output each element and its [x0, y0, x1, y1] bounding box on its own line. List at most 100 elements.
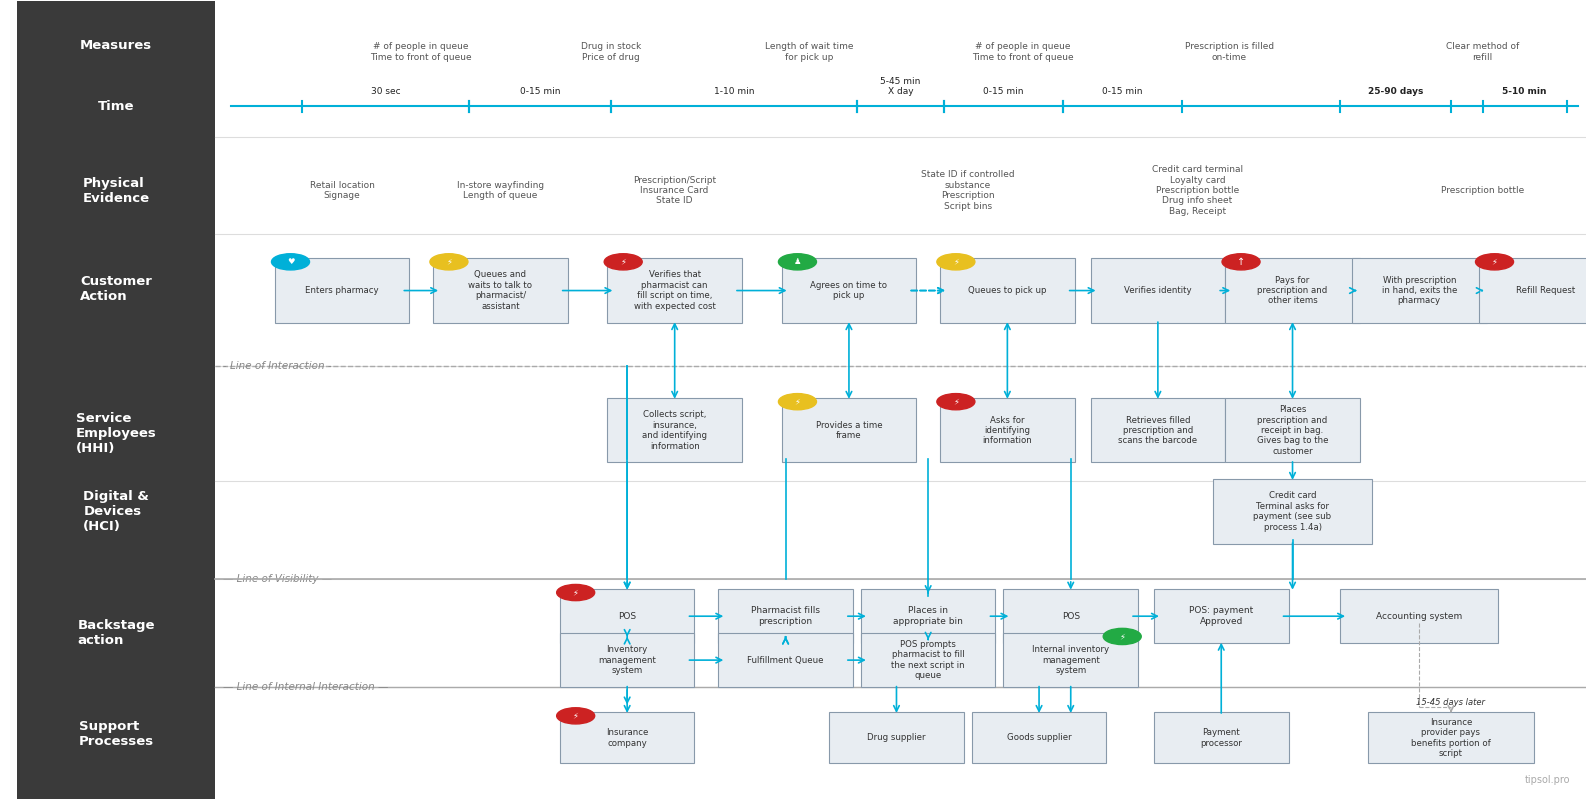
- Text: Credit card
Terminal asks for
payment (see sub
process 1.4a): Credit card Terminal asks for payment (s…: [1254, 491, 1331, 531]
- Text: ⚡: ⚡: [952, 258, 959, 266]
- Text: Credit card terminal
Loyalty card
Prescription bottle
Drug info sheet
Bag, Recei: Credit card terminal Loyalty card Prescr…: [1152, 166, 1243, 216]
- Text: — Line of Internal Interaction —: — Line of Internal Interaction —: [224, 682, 389, 692]
- Text: Places in
appropriate bin: Places in appropriate bin: [893, 606, 963, 626]
- FancyBboxPatch shape: [560, 713, 695, 763]
- Text: Retail location
Signage: Retail location Signage: [309, 181, 375, 200]
- FancyBboxPatch shape: [608, 398, 743, 462]
- Text: Drug in stock
Price of drug: Drug in stock Price of drug: [581, 42, 641, 62]
- Circle shape: [271, 254, 309, 270]
- Circle shape: [557, 708, 595, 724]
- Text: 5-45 min
X day: 5-45 min X day: [881, 77, 920, 96]
- Text: Places
prescription and
receipt in bag.
Gives bag to the
customer: Places prescription and receipt in bag. …: [1257, 405, 1328, 456]
- FancyBboxPatch shape: [782, 398, 916, 462]
- Text: With prescription
in hand, exits the
pharmacy: With prescription in hand, exits the pha…: [1382, 276, 1457, 306]
- Text: Retrieves filled
prescription and
scans the barcode: Retrieves filled prescription and scans …: [1119, 415, 1198, 446]
- Text: POS: POS: [1062, 612, 1079, 621]
- FancyBboxPatch shape: [782, 258, 916, 322]
- Text: POS: payment
Approved: POS: payment Approved: [1189, 606, 1254, 626]
- Text: — Line of Visibility —: — Line of Visibility —: [224, 574, 332, 584]
- FancyBboxPatch shape: [971, 713, 1106, 763]
- Text: ⚡: ⚡: [621, 258, 627, 266]
- Text: In-store wayfinding
Length of queue: In-store wayfinding Length of queue: [457, 181, 544, 200]
- FancyBboxPatch shape: [719, 633, 852, 687]
- FancyBboxPatch shape: [1368, 713, 1535, 763]
- FancyBboxPatch shape: [828, 713, 963, 763]
- Text: Backstage
action: Backstage action: [78, 619, 156, 647]
- Text: ⚡: ⚡: [952, 397, 959, 406]
- Text: Internal inventory
management
system: Internal inventory management system: [1032, 646, 1109, 675]
- Text: ♥: ♥: [287, 258, 294, 266]
- FancyBboxPatch shape: [1214, 479, 1371, 543]
- Text: 0-15 min: 0-15 min: [521, 87, 560, 96]
- Text: Enters pharmacy: Enters pharmacy: [305, 286, 379, 295]
- FancyBboxPatch shape: [940, 258, 1074, 322]
- Text: POS prompts
pharmacist to fill
the next script in
queue: POS prompts pharmacist to fill the next …: [892, 640, 965, 680]
- FancyBboxPatch shape: [860, 589, 995, 643]
- Circle shape: [1222, 254, 1260, 270]
- Text: ⚡: ⚡: [1119, 632, 1125, 641]
- Text: Drug supplier: Drug supplier: [867, 734, 925, 742]
- Text: Clear method of
refill: Clear method of refill: [1446, 42, 1519, 62]
- Text: ⚡: ⚡: [573, 711, 579, 720]
- Circle shape: [936, 394, 974, 410]
- Text: Fulfillment Queue: Fulfillment Queue: [747, 656, 824, 665]
- Text: Verifies that
pharmacist can
fill script on time,
with expected cost: Verifies that pharmacist can fill script…: [633, 270, 716, 310]
- FancyBboxPatch shape: [17, 2, 216, 798]
- FancyBboxPatch shape: [1090, 398, 1225, 462]
- FancyBboxPatch shape: [1225, 398, 1360, 462]
- Text: Inventory
management
system: Inventory management system: [598, 646, 655, 675]
- Circle shape: [430, 254, 468, 270]
- FancyBboxPatch shape: [1090, 258, 1225, 322]
- Text: - Line of Interaction -: - Line of Interaction -: [224, 362, 332, 371]
- Text: Pays for
prescription and
other items: Pays for prescription and other items: [1257, 276, 1328, 306]
- Text: 25-90 days: 25-90 days: [1368, 87, 1424, 96]
- Text: # of people in queue
Time to front of queue: # of people in queue Time to front of qu…: [370, 42, 471, 62]
- Text: 15-45 days later: 15-45 days later: [1417, 698, 1485, 707]
- FancyBboxPatch shape: [608, 258, 743, 322]
- Text: 30 sec: 30 sec: [371, 87, 400, 96]
- Text: ⚡: ⚡: [446, 258, 452, 266]
- Text: Insurance
company: Insurance company: [606, 728, 649, 747]
- Text: # of people in queue
Time to front of queue: # of people in queue Time to front of qu…: [973, 42, 1074, 62]
- Text: POS: POS: [617, 612, 636, 621]
- Text: Provides a time
frame: Provides a time frame: [816, 421, 882, 440]
- Circle shape: [605, 254, 643, 270]
- Text: Measures: Measures: [81, 39, 152, 52]
- Text: Verifies identity: Verifies identity: [1124, 286, 1192, 295]
- FancyBboxPatch shape: [719, 589, 852, 643]
- Text: Insurance
provider pays
benefits portion of
script: Insurance provider pays benefits portion…: [1411, 718, 1490, 758]
- Circle shape: [557, 585, 595, 601]
- FancyBboxPatch shape: [1352, 258, 1487, 322]
- Text: Agrees on time to
pick up: Agrees on time to pick up: [811, 281, 887, 300]
- Circle shape: [1476, 254, 1514, 270]
- Text: State ID if controlled
substance
Prescription
Script bins: State ID if controlled substance Prescri…: [920, 170, 1014, 210]
- Text: tipsol.pro: tipsol.pro: [1524, 775, 1570, 785]
- Text: Queues to pick up: Queues to pick up: [968, 286, 1046, 295]
- Text: ⚡: ⚡: [573, 588, 579, 597]
- Text: Prescription bottle: Prescription bottle: [1441, 186, 1524, 195]
- Text: ⚡: ⚡: [1492, 258, 1498, 266]
- Text: Refill Request: Refill Request: [1517, 286, 1576, 295]
- FancyBboxPatch shape: [1003, 589, 1138, 643]
- FancyBboxPatch shape: [560, 589, 695, 643]
- FancyBboxPatch shape: [433, 258, 568, 322]
- Circle shape: [779, 394, 816, 410]
- Text: Queues and
waits to talk to
pharmacist/
assistant: Queues and waits to talk to pharmacist/ …: [468, 270, 532, 310]
- Text: Goods supplier: Goods supplier: [1006, 734, 1071, 742]
- Circle shape: [779, 254, 816, 270]
- Text: Physical
Evidence: Physical Evidence: [83, 177, 149, 205]
- FancyBboxPatch shape: [275, 258, 409, 322]
- Text: Support
Processes: Support Processes: [79, 721, 154, 749]
- Text: Pharmacist fills
prescription: Pharmacist fills prescription: [751, 606, 820, 626]
- Circle shape: [1103, 628, 1141, 645]
- FancyBboxPatch shape: [940, 398, 1074, 462]
- Text: Length of wait time
for pick up: Length of wait time for pick up: [765, 42, 854, 62]
- Circle shape: [936, 254, 974, 270]
- Text: ♟: ♟: [794, 258, 801, 266]
- FancyBboxPatch shape: [1154, 589, 1289, 643]
- FancyBboxPatch shape: [860, 633, 995, 687]
- FancyBboxPatch shape: [1154, 713, 1289, 763]
- FancyBboxPatch shape: [560, 633, 695, 687]
- Text: Prescription/Script
Insurance Card
State ID: Prescription/Script Insurance Card State…: [633, 176, 716, 206]
- Text: Customer
Action: Customer Action: [81, 274, 152, 302]
